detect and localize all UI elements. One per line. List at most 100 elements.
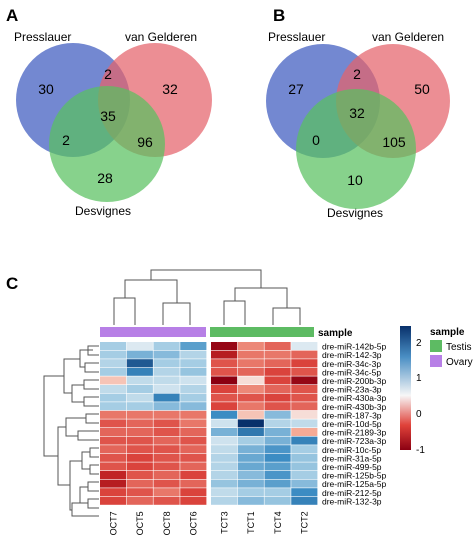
heatmap-cell <box>237 462 264 471</box>
heatmap-cell <box>180 428 207 436</box>
heatmap-cell <box>153 385 180 393</box>
heatmap-cell <box>180 479 207 488</box>
heatmap-cell <box>291 496 318 505</box>
heatmap-row-label: dre-miR-34c-5p <box>322 367 381 377</box>
heatmap-cell <box>291 342 318 350</box>
venn-b-count-desvignes-only: 10 <box>347 172 363 188</box>
legend-swatch-testis <box>430 340 442 352</box>
heatmap-cell <box>291 367 318 376</box>
venn-b-count-all: 32 <box>349 105 365 121</box>
heatmap-cell <box>237 488 264 497</box>
heatmap-cell <box>264 359 291 368</box>
heatmap-cell <box>153 479 180 488</box>
heatmap-cell <box>126 488 153 497</box>
heatmap-cell <box>264 471 291 479</box>
heatmap-cell <box>180 471 207 479</box>
venn-b-label-vangelderen: van Gelderen <box>372 30 444 44</box>
annotation-bar-ovary <box>100 327 206 337</box>
heatmap-cell <box>237 367 264 376</box>
heatmap-cell <box>237 471 264 479</box>
heatmap-cell <box>180 402 207 411</box>
venn-a-label-desvignes: Desvignes <box>75 204 131 218</box>
heatmap-cell <box>237 453 264 462</box>
heatmap-column-label: OCT5 <box>135 511 145 535</box>
heatmap-row-label: dre-miR-31a-5p <box>322 453 382 463</box>
venn-b-label-desvignes: Desvignes <box>327 206 383 220</box>
heatmap-row-label: dre-miR-10c-5p <box>322 445 381 455</box>
heatmap-cell <box>291 436 318 445</box>
heatmap-cell <box>126 453 153 462</box>
heatmap-cell <box>264 445 291 454</box>
panel-b-letter: B <box>273 6 285 25</box>
heatmap-cell <box>264 453 291 462</box>
heatmap-cell <box>291 479 318 488</box>
annotation-row-label: sample <box>318 328 353 339</box>
heatmap-cell <box>291 462 318 471</box>
heatmap-row-label: dre-miR-723a-3p <box>322 436 387 446</box>
heatmap-cell <box>237 445 264 454</box>
heatmap-cell <box>291 359 318 368</box>
heatmap-cell <box>264 367 291 376</box>
heatmap-cell <box>126 419 153 428</box>
heatmap-cell <box>153 342 180 350</box>
heatmap-row-label: dre-miR-10d-5p <box>322 419 382 429</box>
heatmap-cell <box>153 471 180 479</box>
venn-a-count-vangelderen-only: 32 <box>162 81 178 97</box>
heatmap-column-label: OCT7 <box>108 511 118 535</box>
heatmap-row-label: dre-miR-125b-5p <box>322 471 387 481</box>
panel-a-letter: A <box>6 6 18 25</box>
colorbar-tick-2: 2 <box>416 338 422 349</box>
heatmap-cell <box>126 428 153 436</box>
venn-a-count-presslauer-vangelderen: 2 <box>104 66 112 82</box>
colorbar-tick-1: 1 <box>416 373 422 384</box>
colorbar-tick-0: 0 <box>416 409 422 420</box>
heatmap-cell <box>100 359 127 368</box>
heatmap-row-labels: dre-miR-142b-5pdre-miR-142-3pdre-miR-34c… <box>322 342 387 507</box>
heatmap-cell <box>264 496 291 505</box>
heatmap-cell <box>153 410 180 419</box>
heatmap-cell <box>180 367 207 376</box>
panel-c-letter: C <box>6 274 18 293</box>
venn-a-count-presslauer-only: 30 <box>38 81 54 97</box>
heatmap-cell <box>180 359 207 368</box>
heatmap-cell <box>153 359 180 368</box>
heatmap-column-label: TCT3 <box>219 511 229 534</box>
heatmap-column-label: TCT4 <box>273 511 283 534</box>
heatmap-cell <box>211 445 238 454</box>
heatmap-cell <box>264 385 291 393</box>
heatmap-cell <box>291 453 318 462</box>
heatmap-cell <box>153 496 180 505</box>
heatmap-cell <box>100 367 127 376</box>
heatmap-cell <box>264 342 291 350</box>
heatmap-cell <box>100 462 127 471</box>
heatmap-cell <box>264 436 291 445</box>
heatmap-cell <box>153 453 180 462</box>
heatmap-cell <box>126 402 153 411</box>
heatmap-cell <box>264 393 291 402</box>
heatmap-cell <box>126 436 153 445</box>
legend-title: sample <box>430 327 465 338</box>
heatmap-cell <box>237 342 264 350</box>
heatmap-row-label: dre-miR-132-3p <box>322 496 382 506</box>
heatmap-row-label: dre-miR-142-3p <box>322 350 382 360</box>
venn-panel-a: A Presslauer van Gelderen Desvignes 30 2… <box>6 6 212 218</box>
heatmap-cell <box>264 350 291 359</box>
heatmap-cell <box>126 367 153 376</box>
heatmap-cell <box>126 471 153 479</box>
heatmap-cell <box>153 393 180 402</box>
heatmap-cell <box>211 436 238 445</box>
heatmap-cell <box>100 496 127 505</box>
heatmap-cell <box>237 393 264 402</box>
venn-b-label-presslauer: Presslauer <box>268 30 325 44</box>
heatmap-row-label: dre-miR-200b-3p <box>322 376 387 386</box>
heatmap-column-label: OCT8 <box>162 511 172 535</box>
heatmap-cell <box>180 385 207 393</box>
heatmap-row-label: dre-miR-125a-5p <box>322 479 387 489</box>
heatmap-cell <box>211 410 238 419</box>
heatmap-cell <box>211 471 238 479</box>
venn-b-circle-desvignes <box>296 89 416 209</box>
heatmap-cell <box>100 428 127 436</box>
heatmap-cell <box>264 376 291 385</box>
heatmap-cell <box>126 342 153 350</box>
